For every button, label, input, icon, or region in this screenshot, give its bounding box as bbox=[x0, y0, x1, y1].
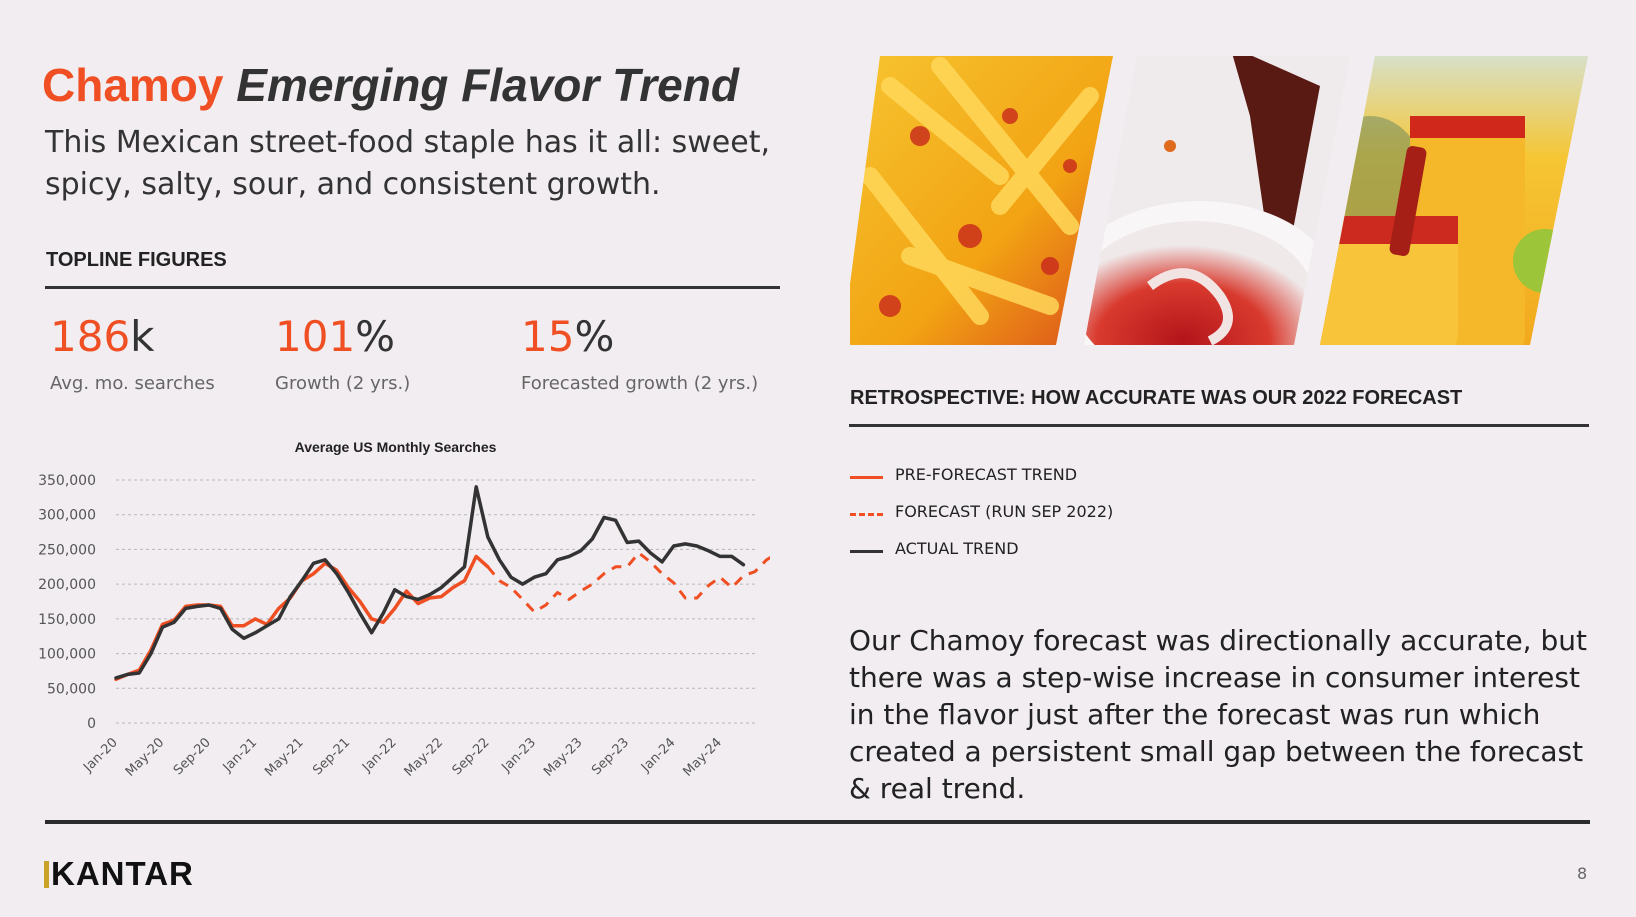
x-tick-label: May-22 bbox=[402, 735, 446, 779]
retrospective-body: Our Chamoy forecast was directionally ac… bbox=[849, 624, 1587, 805]
series-line-forecast-run-sep-2022 bbox=[486, 551, 770, 614]
y-tick-label: 250,000 bbox=[38, 542, 96, 558]
x-tick-label: Jan-24 bbox=[638, 735, 679, 776]
stat-label: Growth (2 yrs.) bbox=[275, 373, 411, 394]
y-tick-label: 50,000 bbox=[47, 681, 96, 697]
stat-suffix: % bbox=[574, 312, 615, 361]
stat-forecast-growth: 15% Forecasted growth (2 yrs.) bbox=[521, 312, 758, 394]
legend-swatch-solid-dark bbox=[850, 550, 883, 553]
x-tick-label: Sep-21 bbox=[310, 735, 353, 778]
kantar-logo: KANTAR bbox=[44, 855, 194, 893]
x-tick-label: Sep-22 bbox=[450, 735, 493, 778]
stat-value: 15 bbox=[521, 312, 575, 361]
topline-rule bbox=[45, 286, 780, 289]
x-tick-label: Jan-23 bbox=[499, 735, 540, 776]
x-tick-label: May-20 bbox=[123, 735, 167, 779]
stat-value: 101 bbox=[275, 312, 356, 361]
title-rest: Emerging Flavor Trend bbox=[236, 59, 739, 111]
y-tick-label: 0 bbox=[87, 716, 96, 732]
x-tick-label: Sep-23 bbox=[589, 735, 632, 778]
x-tick-label: May-21 bbox=[262, 735, 306, 779]
footer-rule bbox=[45, 820, 1590, 824]
page-subtitle: This Mexican street-food staple has it a… bbox=[45, 125, 771, 202]
y-tick-label: 300,000 bbox=[38, 508, 96, 524]
retrospective-rule bbox=[849, 424, 1589, 427]
y-tick-label: 100,000 bbox=[38, 647, 96, 663]
logo-text: KANTAR bbox=[51, 855, 194, 892]
legend-swatch-dashed-orange bbox=[850, 513, 883, 516]
legend-label: PRE-FORECAST TREND bbox=[895, 465, 1078, 484]
topline-heading: TOPLINE FIGURES bbox=[46, 249, 227, 271]
stat-label: Forecasted growth (2 yrs.) bbox=[521, 373, 759, 394]
x-tick-label: Jan-21 bbox=[220, 735, 261, 776]
legend-swatch-solid-orange bbox=[850, 476, 883, 479]
page-title: Chamoy Emerging Flavor Trend bbox=[42, 58, 739, 112]
stat-suffix: % bbox=[355, 312, 396, 361]
photo-chamoy-sauce bbox=[1084, 56, 1350, 345]
x-tick-label: Sep-20 bbox=[171, 735, 214, 778]
stat-label: Avg. mo. searches bbox=[50, 373, 215, 394]
logo-accent-bar bbox=[44, 861, 49, 888]
photo-mango-slices bbox=[850, 56, 1113, 345]
x-tick-label: May-23 bbox=[541, 735, 585, 779]
photo-strip bbox=[850, 56, 1588, 345]
y-tick-label: 350,000 bbox=[38, 473, 96, 489]
legend-label: FORECAST (RUN SEP 2022) bbox=[895, 502, 1114, 521]
title-accent: Chamoy bbox=[42, 59, 224, 111]
y-tick-label: 150,000 bbox=[38, 612, 96, 628]
page-number: 8 bbox=[1577, 864, 1588, 883]
stat-value: 186 bbox=[50, 312, 131, 361]
series-line-pre-forecast-trend bbox=[114, 554, 490, 682]
x-tick-label: May-24 bbox=[681, 735, 725, 779]
stat-avg-searches: 186k Avg. mo. searches bbox=[50, 312, 215, 394]
y-tick-label: 200,000 bbox=[38, 577, 96, 593]
stat-suffix: k bbox=[130, 312, 155, 361]
series-line-actual-trend bbox=[114, 485, 746, 680]
photo-mangonada-drinks bbox=[1320, 56, 1588, 345]
retrospective-heading: RETROSPECTIVE: HOW ACCURATE WAS OUR 2022… bbox=[850, 387, 1463, 409]
x-tick-label: Jan-20 bbox=[80, 735, 121, 776]
legend-label: ACTUAL TREND bbox=[895, 539, 1019, 558]
searches-line-chart: Average US Monthly Searches 0 50,000 100,00… bbox=[38, 439, 770, 780]
stat-growth: 101% Growth (2 yrs.) bbox=[275, 312, 410, 394]
x-tick-label: Jan-22 bbox=[359, 735, 400, 776]
chart-title: Average US Monthly Searches bbox=[295, 439, 497, 455]
